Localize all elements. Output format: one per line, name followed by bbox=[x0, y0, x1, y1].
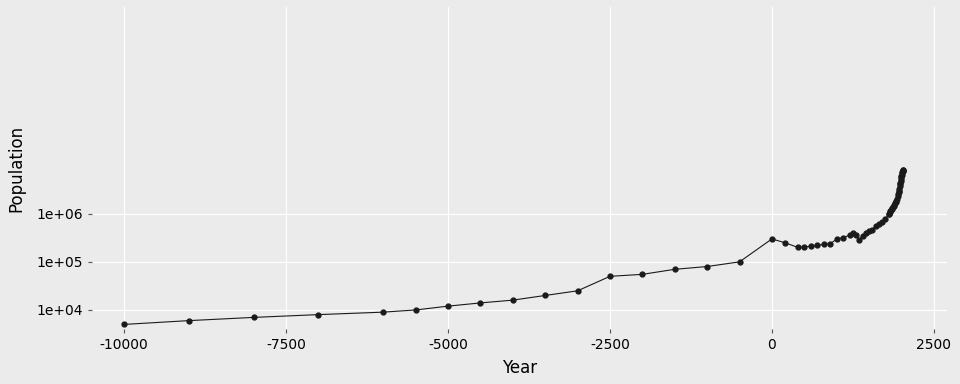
Y-axis label: Population: Population bbox=[7, 124, 25, 212]
X-axis label: Year: Year bbox=[502, 359, 537, 377]
